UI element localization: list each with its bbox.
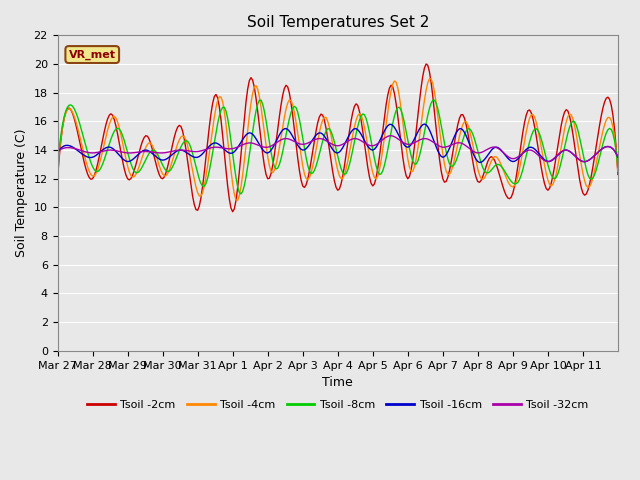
- Line: Tsoil -2cm: Tsoil -2cm: [58, 64, 618, 212]
- Tsoil -32cm: [362, 141, 370, 147]
- Tsoil -4cm: [234, 197, 241, 203]
- Tsoil -8cm: [237, 191, 245, 197]
- Tsoil -16cm: [614, 155, 622, 160]
- Tsoil -16cm: [495, 146, 503, 152]
- Tsoil -16cm: [502, 154, 510, 159]
- Line: Tsoil -16cm: Tsoil -16cm: [58, 124, 618, 162]
- Tsoil -16cm: [362, 141, 370, 146]
- Tsoil -16cm: [227, 150, 235, 156]
- Tsoil -32cm: [580, 159, 588, 165]
- Tsoil -32cm: [65, 145, 73, 151]
- Tsoil -8cm: [502, 171, 510, 177]
- Tsoil -2cm: [54, 176, 61, 181]
- X-axis label: Time: Time: [323, 376, 353, 389]
- Tsoil -32cm: [387, 133, 395, 139]
- Tsoil -32cm: [227, 146, 235, 152]
- Y-axis label: Soil Temperature (C): Soil Temperature (C): [15, 129, 28, 257]
- Tsoil -16cm: [476, 159, 483, 165]
- Tsoil -2cm: [502, 192, 510, 198]
- Tsoil -2cm: [422, 61, 430, 67]
- Tsoil -2cm: [229, 209, 237, 215]
- Title: Soil Temperatures Set 2: Soil Temperatures Set 2: [246, 15, 429, 30]
- Tsoil -2cm: [495, 172, 503, 178]
- Tsoil -4cm: [426, 76, 433, 82]
- Tsoil -4cm: [65, 106, 73, 111]
- Tsoil -4cm: [502, 175, 510, 180]
- Tsoil -8cm: [65, 102, 73, 108]
- Tsoil -16cm: [484, 152, 492, 158]
- Tsoil -8cm: [227, 138, 235, 144]
- Tsoil -4cm: [364, 144, 372, 149]
- Line: Tsoil -8cm: Tsoil -8cm: [58, 100, 618, 194]
- Tsoil -32cm: [483, 147, 490, 153]
- Tsoil -8cm: [495, 162, 503, 168]
- Tsoil -4cm: [614, 168, 622, 174]
- Tsoil -8cm: [484, 170, 492, 176]
- Line: Tsoil -32cm: Tsoil -32cm: [58, 136, 618, 162]
- Tsoil -4cm: [227, 168, 235, 173]
- Tsoil -32cm: [614, 155, 622, 160]
- Tsoil -16cm: [65, 143, 73, 148]
- Tsoil -2cm: [484, 158, 492, 164]
- Tsoil -32cm: [54, 149, 61, 155]
- Tsoil -16cm: [420, 121, 428, 127]
- Tsoil -4cm: [484, 168, 492, 173]
- Tsoil -16cm: [54, 150, 61, 156]
- Tsoil -4cm: [495, 158, 503, 164]
- Tsoil -32cm: [494, 145, 502, 151]
- Tsoil -8cm: [431, 97, 438, 103]
- Tsoil -2cm: [614, 171, 622, 177]
- Tsoil -2cm: [227, 205, 235, 211]
- Text: VR_met: VR_met: [68, 49, 116, 60]
- Tsoil -4cm: [54, 168, 61, 174]
- Tsoil -8cm: [54, 162, 61, 168]
- Tsoil -8cm: [614, 164, 622, 170]
- Tsoil -32cm: [500, 151, 508, 156]
- Tsoil -2cm: [364, 164, 372, 170]
- Line: Tsoil -4cm: Tsoil -4cm: [58, 79, 618, 200]
- Legend: Tsoil -2cm, Tsoil -4cm, Tsoil -8cm, Tsoil -16cm, Tsoil -32cm: Tsoil -2cm, Tsoil -4cm, Tsoil -8cm, Tsoi…: [83, 396, 593, 415]
- Tsoil -8cm: [364, 121, 372, 127]
- Tsoil -2cm: [65, 105, 73, 111]
